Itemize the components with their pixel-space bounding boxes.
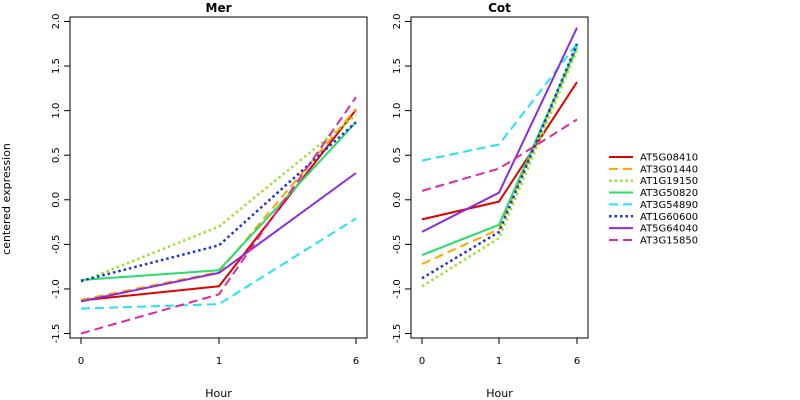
series-line-at3g54890 — [421, 43, 578, 162]
legend-item: AT3G01440 — [609, 164, 698, 175]
x-tick-label: 0 — [78, 356, 84, 367]
panel-mer: Mer -1.5 -1.0 -0.5 0.0 0.5 1.0 1.5 2.0 0 1 6 Hour — [51, 1, 368, 400]
y-tick-label: -0.5 — [392, 235, 403, 255]
series-line-at3g50820 — [80, 121, 357, 281]
series-line-at1g19150 — [80, 114, 357, 283]
legend-label: AT1G19150 — [640, 176, 698, 187]
y-tick-label: 0.0 — [51, 192, 62, 208]
plot-frame — [410, 16, 589, 339]
legend-label: AT1G60600 — [640, 212, 698, 223]
y-tick-label: -1.0 — [392, 279, 403, 299]
y-tick-label: 1.0 — [51, 103, 62, 119]
legend-item: AT5G64040 — [609, 224, 698, 235]
series-line-at3g01440 — [421, 47, 578, 265]
legend-item: AT1G60600 — [609, 212, 698, 223]
series-line-at5g08410 — [421, 81, 578, 221]
legend-label: AT3G50820 — [640, 188, 698, 199]
panels: Mer-1.5-1.0-0.50.00.51.01.52.00 1 6HourCot… — [51, 1, 589, 400]
series-line-at3g54890 — [80, 217, 357, 310]
x-tick-label: 1 — [216, 356, 222, 367]
legend-item: AT1G19150 — [609, 176, 698, 187]
y-tick-label: 0.0 — [392, 192, 403, 208]
legend-label: AT3G54890 — [640, 200, 698, 211]
y-tick-label: -0.5 — [51, 235, 62, 255]
panel-cot: Cot -1.5 -1.0 -0.5 0.0 0.5 1.0 1.5 2.0 0 1 6 Hour — [392, 1, 589, 400]
legend-label: AT3G15850 — [640, 235, 698, 246]
legend: AT5G08410AT3G01440AT1G19150AT3G50820AT3G… — [609, 153, 698, 246]
panel-title: Mer — [206, 1, 232, 15]
y-tick-label: 2.0 — [392, 14, 403, 30]
legend-label: AT5G08410 — [640, 153, 698, 164]
legend-label: AT3G01440 — [640, 164, 698, 175]
legend-item: AT3G54890 — [609, 200, 698, 211]
y-tick-label: 0.5 — [51, 147, 62, 163]
series-line-at1g60600 — [421, 43, 579, 280]
y-tick-label: -1.0 — [51, 279, 62, 299]
y-axis-label: centered expression — [0, 143, 13, 255]
y-tick-label: -1.5 — [392, 324, 403, 344]
legend-label: AT5G64040 — [640, 224, 698, 235]
series-line-at5g08410 — [80, 109, 357, 302]
y-tick-label: 2.0 — [51, 14, 62, 30]
x-tick-label: 0 — [419, 356, 425, 367]
y-tick-label: 1.5 — [392, 58, 403, 74]
x-axis-label: Hour — [486, 387, 513, 400]
plot-frame — [69, 16, 368, 339]
series-line-at5g64040 — [80, 172, 357, 303]
legend-item: AT3G15850 — [609, 235, 698, 246]
series-line-at1g60600 — [80, 121, 357, 283]
series-line-at5g64040 — [421, 27, 578, 233]
legend-item: AT5G08410 — [609, 153, 698, 164]
series-line-at3g15850 — [80, 96, 357, 335]
x-tick-label: 1 — [496, 356, 502, 367]
y-tick-label: 0.5 — [392, 147, 403, 163]
x-tick-label: 6 — [353, 356, 359, 367]
legend-item: AT3G50820 — [609, 188, 698, 199]
y-tick-label: 1.5 — [51, 58, 62, 74]
y-tick-label: -1.5 — [51, 324, 62, 344]
panel-title: Cot — [488, 1, 511, 15]
x-axis-label: Hour — [205, 387, 232, 400]
y-tick-label: 1.0 — [392, 103, 403, 119]
series-line-at3g15850 — [421, 118, 578, 192]
x-tick-label: 6 — [574, 356, 580, 367]
series-line-at1g19150 — [421, 49, 579, 288]
